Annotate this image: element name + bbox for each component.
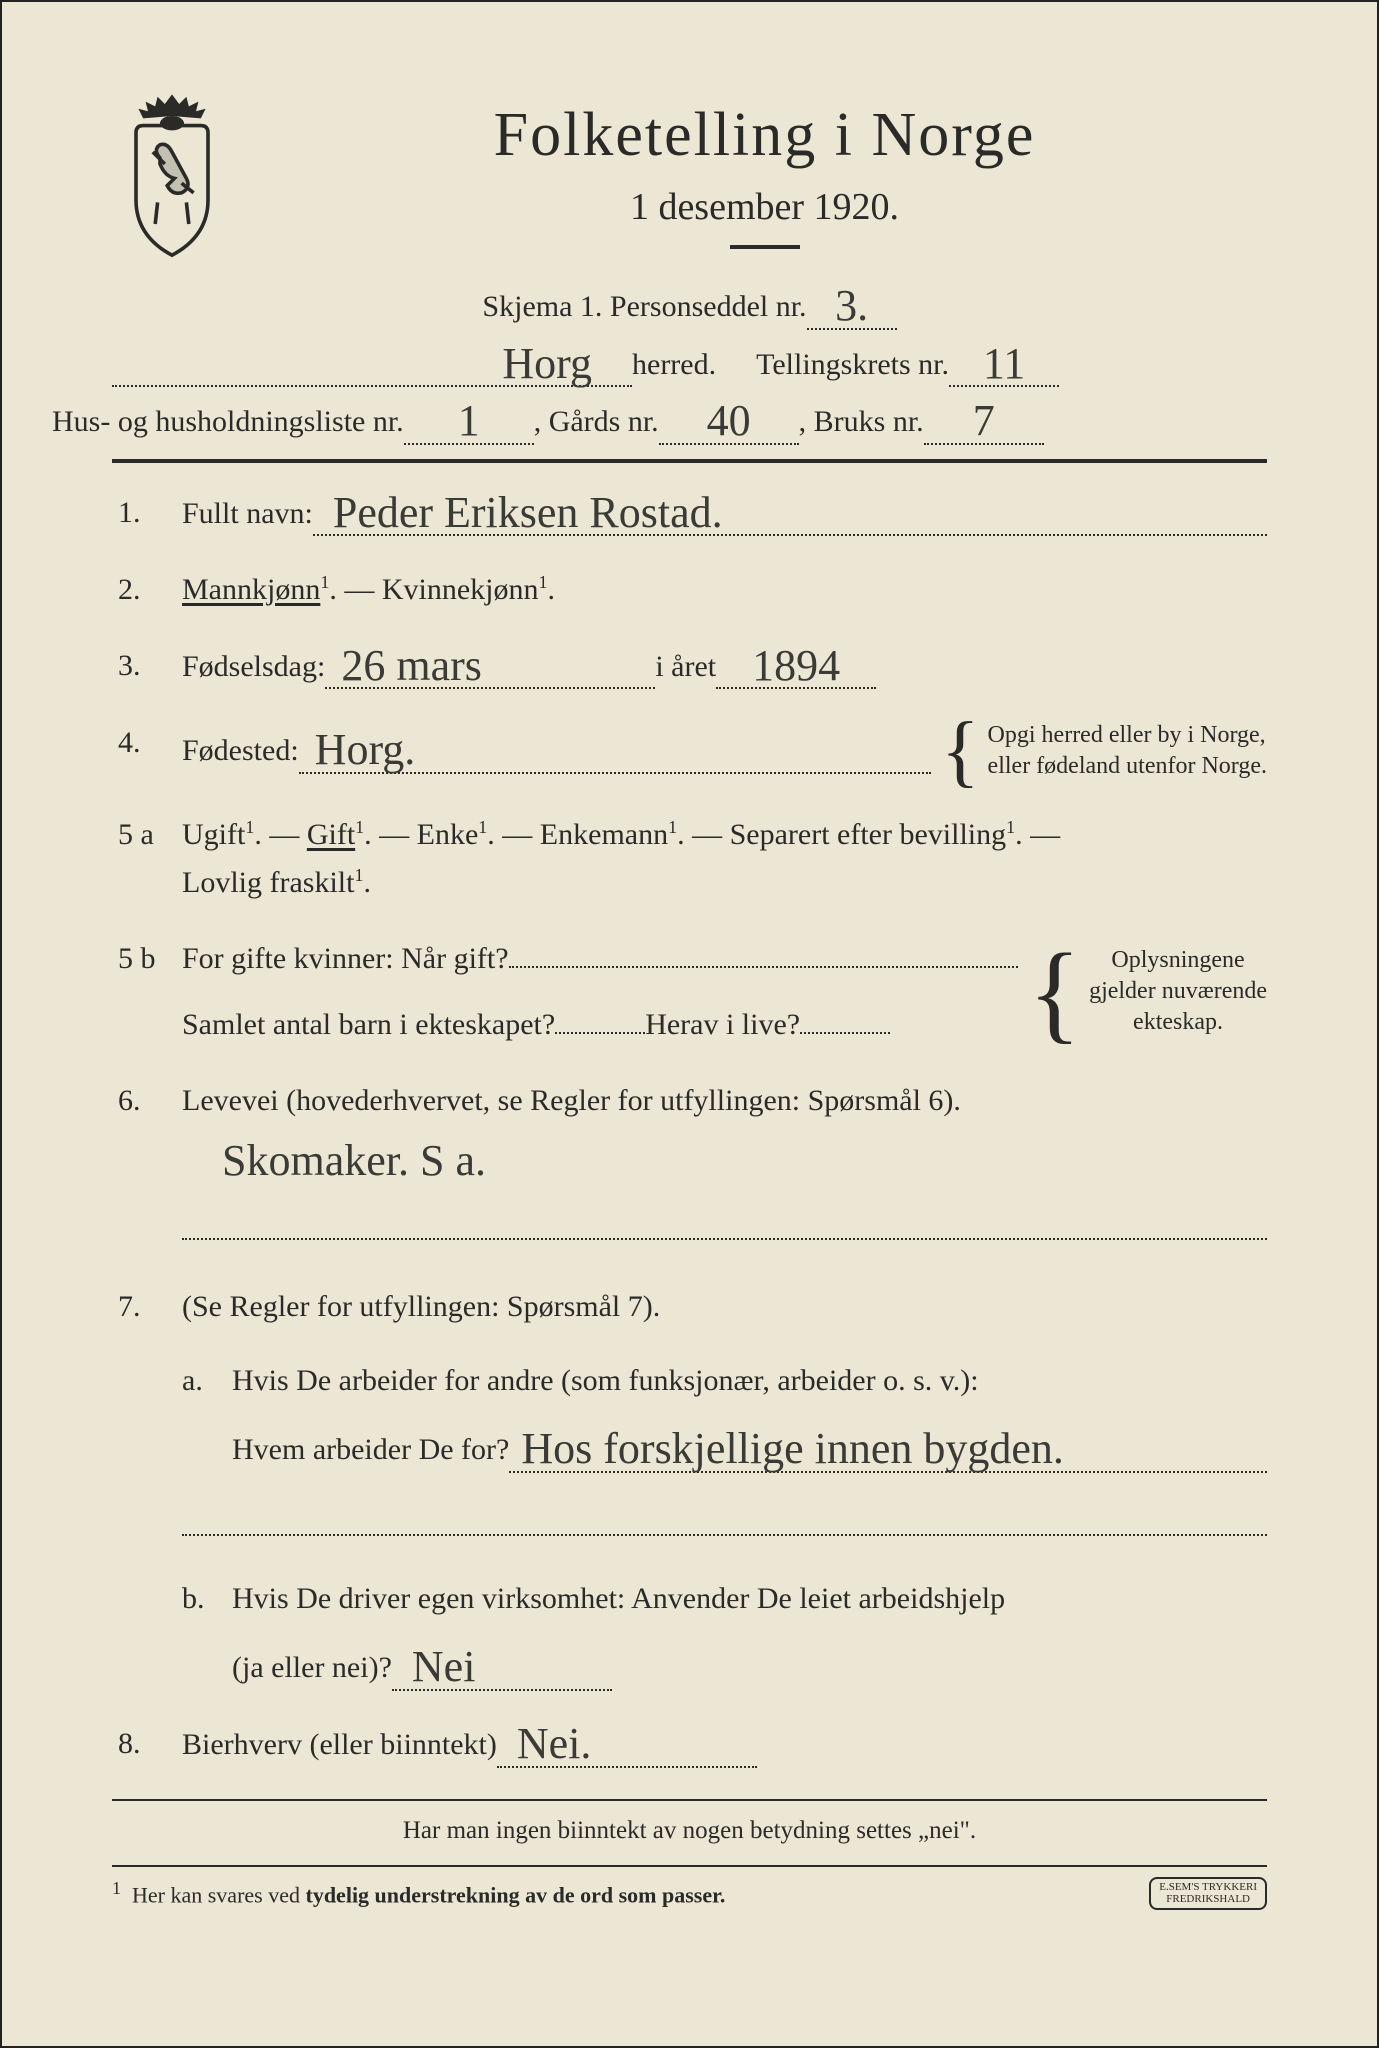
q1: 1. Fullt navn: Peder Eriksen Rostad.	[112, 489, 1267, 538]
q8: 8. Bierhverv (eller biinntekt) Nei.	[112, 1720, 1267, 1769]
q4-note2: eller fødeland utenfor Norge.	[988, 751, 1267, 782]
q5b-l2a: Samlet antal barn i ekteskapet?	[182, 1001, 555, 1049]
q2-end: .	[547, 573, 555, 606]
q4: 4. Fødested: Horg. { Opgi herred eller b…	[112, 719, 1267, 783]
q5a-opt1: Gift	[307, 818, 355, 851]
crest-icon	[112, 92, 232, 252]
herred-line: Horg herred. Tellingskrets nr. 11	[112, 340, 1267, 384]
hus-line: Hus- og husholdningsliste nr. 1 , Gårds …	[52, 397, 1267, 441]
q2-opt-kvinne: Kvinnekjønn	[382, 573, 539, 606]
q7-num: 7.	[112, 1283, 182, 1692]
printer-mark: E.SEM'S TRYKKERI FREDRIKSHALD	[1149, 1877, 1267, 1909]
q5b-l1: For gifte kvinner: Når gift?	[182, 935, 509, 983]
skjema-label: Skjema 1. Personseddel nr.	[482, 290, 806, 324]
hus-label: Hus- og husholdningsliste nr.	[52, 405, 404, 439]
title-block: Folketelling i Norge 1 desember 1920.	[262, 100, 1267, 249]
footnote1-text: Her kan svares ved tydelig understreknin…	[132, 1883, 725, 1908]
q1-label: Fullt navn:	[182, 490, 313, 538]
q5a: 5 a Ugift1. — Gift1. — Enke1. — Enkemann…	[112, 811, 1267, 907]
q7a-label: a.	[182, 1357, 232, 1405]
q5a-opt0: Ugift	[182, 818, 245, 851]
q8-label: Bierhverv (eller biinntekt)	[182, 1721, 497, 1769]
sub-title: 1 desember 1920.	[262, 185, 1267, 229]
q5a-opt4: Separert efter bevilling	[730, 818, 1007, 851]
q2-sup1: 1	[320, 572, 329, 592]
q4-note1: Opgi herred eller by i Norge,	[988, 720, 1267, 751]
q4-note: { Opgi herred eller by i Norge, eller fø…	[941, 719, 1267, 783]
q2-opt-mann: Mannkjønn	[182, 573, 320, 606]
q3: 3. Fødselsdag: 26 mars i året 1894	[112, 642, 1267, 691]
q7a-text2: Hvem arbeider De for?	[232, 1426, 509, 1474]
census-form-page: Folketelling i Norge 1 desember 1920. Sk…	[0, 0, 1379, 2048]
q4-label: Fødested:	[182, 727, 299, 775]
divider-thick	[112, 459, 1267, 463]
q4-num: 4.	[112, 719, 182, 783]
q5b: 5 b For gifte kvinner: Når gift? Samlet …	[112, 935, 1267, 1049]
thin-rule	[112, 1865, 1267, 1867]
printer1: E.SEM'S TRYKKERI	[1159, 1881, 1257, 1893]
header: Folketelling i Norge 1 desember 1920.	[112, 92, 1267, 252]
brace-icon: {	[941, 719, 979, 783]
bruks-nr: 7	[924, 401, 1044, 445]
q3-num: 3.	[112, 642, 182, 691]
q6-value: Skomaker. S a.	[182, 1141, 1267, 1181]
foot-note: Har man ingen biinntekt av nogen betydni…	[112, 1817, 1267, 1845]
q1-num: 1.	[112, 489, 182, 538]
q7b-text2: (ja eller nei)?	[232, 1644, 392, 1692]
footnote-row: 1 Her kan svares ved tydelig understrekn…	[112, 1877, 1267, 1909]
gards-label: , Gårds nr.	[534, 405, 659, 439]
q7b-value: Nei	[392, 1647, 612, 1691]
q2-num: 2.	[112, 566, 182, 614]
q2: 2. Mannkjønn1. — Kvinnekjønn1.	[112, 566, 1267, 614]
q3-value2: 1894	[716, 646, 876, 690]
title-rule	[730, 245, 800, 249]
skjema-line: Skjema 1. Personseddel nr. 3.	[112, 282, 1267, 326]
bruks-label: , Bruks nr.	[799, 405, 924, 439]
q2-sep: . —	[329, 573, 382, 606]
q7b-label: b.	[182, 1575, 232, 1623]
herred-value: Horg	[112, 344, 632, 388]
q5a-opt3: Enkemann	[540, 818, 668, 851]
brace-icon: {	[1028, 948, 1081, 1036]
q5b-num: 5 b	[112, 935, 182, 1049]
q5b-l2b: Herav i live?	[645, 1001, 800, 1049]
main-title: Folketelling i Norge	[262, 100, 1267, 171]
q3-value1: 26 mars	[325, 646, 655, 690]
q3-label: Fødselsdag:	[182, 643, 325, 691]
q7a-text1: Hvis De arbeider for andre (som funksjon…	[232, 1357, 979, 1405]
q7a-value: Hos forskjellige innen bygden.	[509, 1429, 1267, 1473]
footnote1-num: 1	[112, 1878, 121, 1898]
q5b-note1: Oplysningene	[1089, 945, 1267, 976]
q5a-tail: Lovlig fraskilt	[182, 866, 354, 899]
q3-mid: i året	[655, 643, 716, 691]
q1-value: Peder Eriksen Rostad.	[313, 493, 1267, 537]
q5a-opt2: Enke	[417, 818, 479, 851]
q6-num: 6.	[112, 1077, 182, 1256]
herred-label: herred.	[632, 348, 716, 382]
q5a-num: 5 a	[112, 811, 182, 907]
meta-block: Skjema 1. Personseddel nr. 3. Horg herre…	[112, 282, 1267, 441]
q4-value: Horg.	[299, 730, 931, 774]
q7-label: (Se Regler for utfyllingen: Spørsmål 7).	[182, 1283, 1267, 1331]
tellingskrets-nr: 11	[949, 344, 1059, 388]
q5b-note2: gjelder nuværende	[1089, 976, 1267, 1007]
personseddel-nr: 3.	[807, 286, 897, 330]
q6-label: Levevei (hovederhvervet, se Regler for u…	[182, 1077, 1267, 1125]
q7: 7. (Se Regler for utfyllingen: Spørsmål …	[112, 1283, 1267, 1692]
printer2: FREDRIKSHALD	[1159, 1893, 1257, 1905]
hus-nr: 1	[404, 401, 534, 445]
foot-rule	[112, 1799, 1267, 1801]
gards-nr: 40	[659, 401, 799, 445]
q6: 6. Levevei (hovederhvervet, se Regler fo…	[112, 1077, 1267, 1256]
tellingskrets-label: Tellingskrets nr.	[756, 348, 949, 382]
q5b-note: { Oplysningene gjelder nuværende ekteska…	[1028, 945, 1267, 1039]
q5b-note3: ekteskap.	[1089, 1007, 1267, 1038]
q8-num: 8.	[112, 1720, 182, 1769]
q7b-text1: Hvis De driver egen virksomhet: Anvender…	[232, 1575, 1005, 1623]
q8-value: Nei.	[497, 1724, 757, 1768]
